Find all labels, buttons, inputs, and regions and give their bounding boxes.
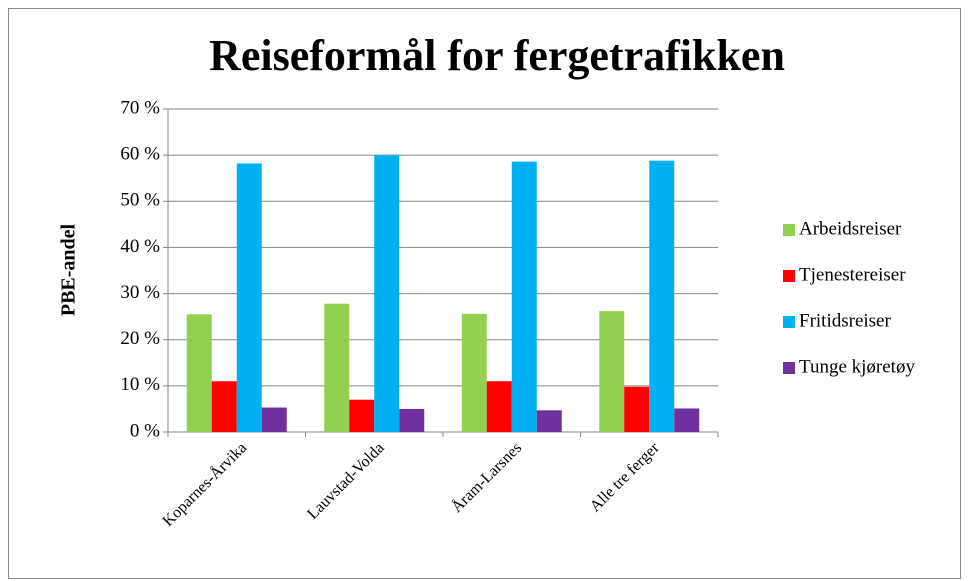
legend-swatch [783,224,795,236]
legend-swatch [783,270,795,282]
y-tick-label: 0 % [130,420,160,441]
legend-label: Fritidsreiser [799,310,891,331]
bar [511,161,537,433]
y-tick-label: 50 % [120,190,160,211]
y-tick-label: 70 % [120,97,160,118]
legend-label: Tjenestereiser [799,264,906,285]
bar [536,410,562,432]
bar [624,386,650,432]
bar [461,313,487,432]
bar [649,160,675,432]
bar [236,163,262,432]
y-tick-label: 40 % [120,236,160,257]
legend-label: Arbeidsreiser [799,218,902,239]
y-tick-label: 20 % [120,328,160,349]
bar [399,408,425,432]
legend-swatch [783,316,795,328]
bar [486,381,512,432]
y-tick-label: 30 % [120,282,160,303]
y-tick-label: 60 % [120,144,160,165]
legend-label: Tunge kjøretøy [799,356,915,377]
bar [211,381,237,432]
bar [349,399,375,432]
y-tick-label: 10 % [120,374,160,395]
legend-swatch [783,362,795,374]
y-axis-label: PBE-andel [58,223,80,316]
bar [324,303,350,432]
bar [674,408,700,432]
bar [261,407,287,432]
bar [599,311,625,432]
bar [374,155,400,432]
chart-title: Reiseformål for fergetrafikken [209,31,785,80]
bar [186,314,212,432]
